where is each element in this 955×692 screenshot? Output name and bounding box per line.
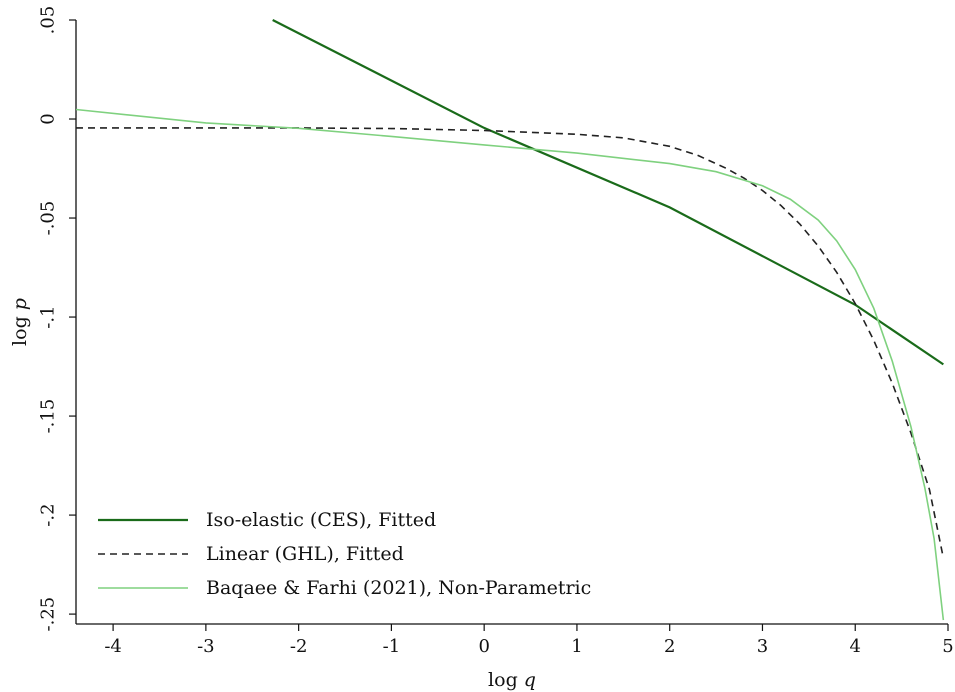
y-axis-title: log p — [9, 298, 31, 346]
legend-label-3: Baqaee & Farhi (2021), Non-Parametric — [206, 577, 591, 599]
x-tick-label: -1 — [383, 636, 401, 657]
legend-label-2: Linear (GHL), Fitted — [206, 543, 404, 565]
x-tick-label: -2 — [290, 636, 308, 657]
series-line-3 — [75, 108, 945, 621]
y-tick-label: -.25 — [38, 597, 59, 632]
series-line-2 — [76, 127, 945, 559]
y-tick-label: -.2 — [38, 503, 59, 526]
y-tick-label: -.1 — [38, 305, 59, 328]
axes: -4 -3 -2 -1 0 1 2 3 4 5 .05 0 -.05 -.1 -.15 -.2 -.25 — [38, 6, 954, 657]
x-axis-title: log q — [488, 669, 536, 691]
legend-label-1: Iso-elastic (CES), Fitted — [206, 509, 436, 531]
x-tick-label: 1 — [571, 636, 582, 657]
series-line-1 — [272, 19, 944, 366]
x-tick-label: 0 — [478, 636, 489, 657]
y-tick-label: .05 — [38, 6, 59, 35]
x-tick-label: 4 — [850, 636, 861, 657]
x-tick-label: -4 — [104, 636, 122, 657]
axis-titles: log q log p — [9, 298, 536, 691]
series-layer — [75, 19, 945, 621]
x-tick-label: 3 — [757, 636, 768, 657]
y-tick-label: -.15 — [38, 399, 59, 434]
legend: Iso-elastic (CES), Fitted Linear (GHL), F… — [98, 509, 591, 599]
y-tick-label: 0 — [38, 113, 59, 124]
x-tick-label: -3 — [197, 636, 215, 657]
x-tick-label: 5 — [942, 636, 953, 657]
x-tick-label: 2 — [664, 636, 675, 657]
y-tick-label: -.05 — [38, 201, 59, 236]
